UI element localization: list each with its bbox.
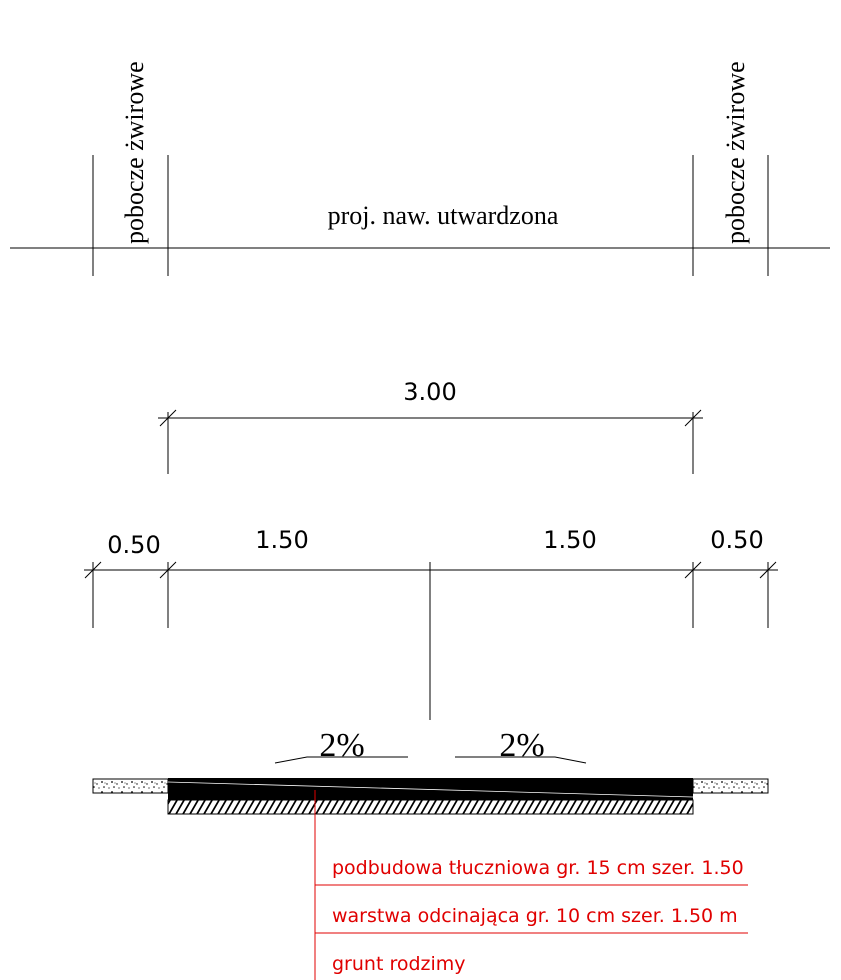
tick-mark [159,409,177,427]
slope-left-arrow [274,756,408,764]
dimension-total: 3.00 [158,378,703,474]
tick-mark [159,561,177,579]
pavement-section [92,778,769,815]
shoulder-right-label: pobocze żwirowe [721,61,750,244]
dimension-partials: 0.50 1.50 1.50 0.50 [84,526,778,720]
slope-left-label: 2% [319,727,364,764]
tick-mark [759,561,777,579]
shoulder-gravel-right [692,778,769,794]
dimension-right-half-label: 1.50 [543,526,596,554]
carriageway-label: proj. naw. utwardzona [328,201,559,230]
layer-base-label: podbudowa tłuczniowa gr. 15 cm szer. 1.5… [332,857,744,879]
tick-mark [84,561,102,579]
layer-annotations: podbudowa tłuczniowa gr. 15 cm szer. 1.5… [314,790,748,980]
dimension-right-shoulder-label: 0.50 [710,526,763,554]
tick-mark [684,409,702,427]
layer-separating-label: warstwa odcinająca gr. 10 cm szer. 1.50 … [332,905,738,927]
asphalt-layer [168,778,693,800]
dimension-left-shoulder-label: 0.50 [107,531,160,559]
dimension-left-half-label: 1.50 [255,526,308,554]
shoulder-left-label: pobocze żwirowe [120,61,149,244]
base-course-hatched [167,799,694,815]
slope-right-label: 2% [499,727,544,764]
dimension-total-label: 3.00 [403,378,456,406]
tick-mark [684,561,702,579]
slope-indicators: 2% 2% [274,727,587,764]
slope-right-arrow [455,756,587,764]
shoulder-gravel-left [92,778,169,794]
layer-subgrade-label: grunt rodzimy [332,953,466,975]
zone-strip: pobocze żwirowe pobocze żwirowe proj. na… [10,61,830,276]
asphalt-internal-line [167,781,694,798]
